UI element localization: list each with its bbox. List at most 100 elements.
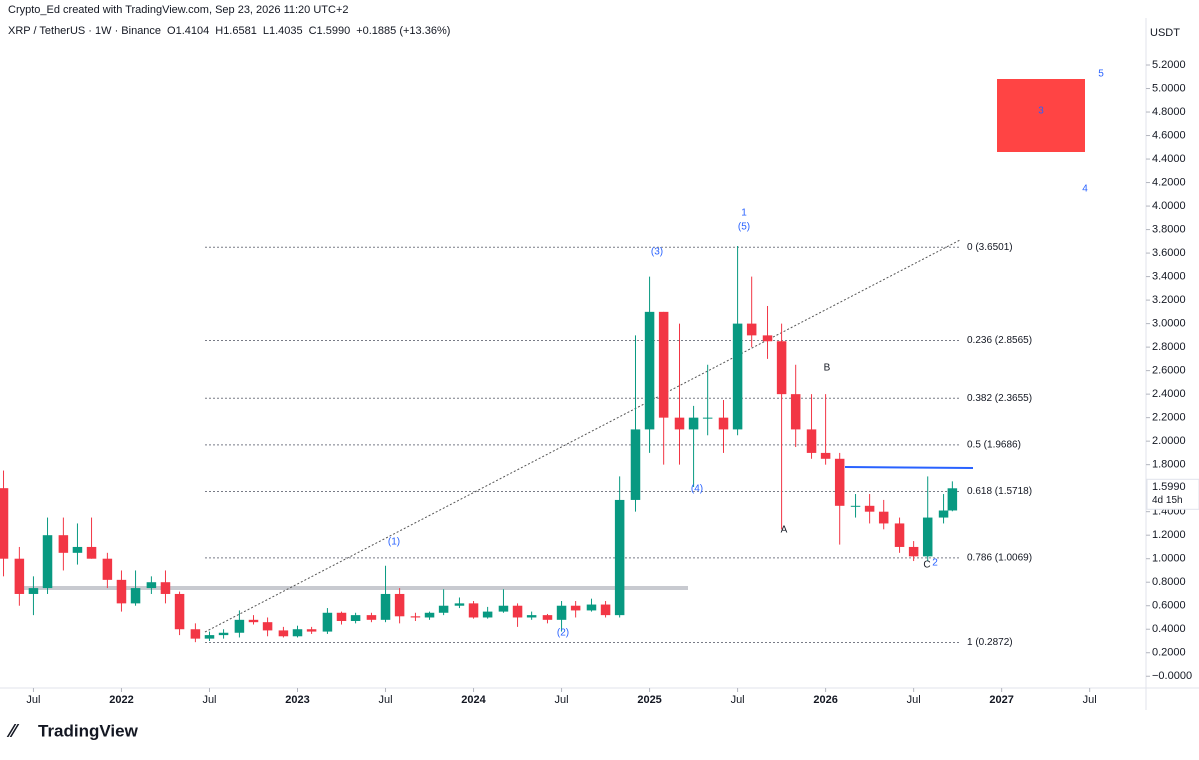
wave-label: (1) bbox=[388, 537, 400, 548]
candle-body bbox=[718, 417, 729, 430]
price-tag-label: 1.5990 bbox=[1152, 481, 1186, 493]
legend: XRP / TetherUS · 1W · Binance O1.4104 H1.6… bbox=[8, 25, 450, 37]
y-tick-label: 2.0000 bbox=[1152, 435, 1186, 447]
candle-body bbox=[864, 505, 875, 512]
wave-label: A bbox=[781, 525, 788, 536]
y-tick-label: 0.4000 bbox=[1152, 623, 1186, 635]
candle-body bbox=[306, 629, 317, 632]
candle-body bbox=[630, 429, 641, 500]
y-tick-label: 2.4000 bbox=[1152, 388, 1186, 400]
fib-label: 0.382 (2.3655) bbox=[967, 393, 1032, 404]
candle-body bbox=[116, 579, 127, 604]
candle-body bbox=[746, 323, 757, 336]
plot bbox=[0, 79, 1085, 643]
y-tick-label: 4.2000 bbox=[1152, 176, 1186, 188]
candle-body bbox=[688, 417, 699, 430]
candle-body bbox=[28, 588, 39, 594]
candle-body bbox=[512, 605, 523, 618]
y-tick-label: 3.2000 bbox=[1152, 294, 1186, 306]
y-tick-label: 3.8000 bbox=[1152, 223, 1186, 235]
candle-body bbox=[86, 546, 97, 559]
candle-body bbox=[762, 335, 773, 342]
candle-body bbox=[614, 499, 625, 616]
x-tick-label: Jul bbox=[378, 694, 392, 706]
wave-label: (5) bbox=[738, 222, 750, 233]
candle-body bbox=[498, 605, 509, 612]
credit: Crypto_Ed created with TradingView.com, … bbox=[8, 4, 348, 16]
y-tick-label: 2.2000 bbox=[1152, 412, 1186, 424]
price-tag bbox=[1146, 478, 1199, 510]
fib-label: 0.236 (2.8565) bbox=[967, 335, 1032, 346]
x-tick-label: 2022 bbox=[109, 694, 133, 706]
candle-body bbox=[248, 619, 259, 623]
candle-body bbox=[278, 630, 289, 637]
candle-body bbox=[336, 612, 347, 621]
fib-label: 0.5 (1.9686) bbox=[967, 439, 1021, 450]
wave-label: C bbox=[923, 560, 930, 571]
wave-label: 5 bbox=[1098, 69, 1104, 80]
x-tick-label: 2025 bbox=[637, 694, 661, 706]
wave-label: 2 bbox=[932, 558, 938, 569]
candle-body bbox=[14, 558, 25, 594]
wave-label: (3) bbox=[651, 247, 663, 258]
candle-body bbox=[850, 505, 861, 507]
candle-body bbox=[174, 593, 185, 630]
legend-item: +0.1885 (+13.36%) bbox=[356, 25, 450, 37]
candle-body bbox=[292, 629, 303, 637]
resistance-line bbox=[844, 466, 974, 469]
candle-body bbox=[938, 510, 949, 518]
legend-item: XRP / TetherUS · 1W · Binance bbox=[8, 25, 161, 37]
y-tick-label: 4.0000 bbox=[1152, 200, 1186, 212]
candle-body bbox=[482, 611, 493, 618]
legend-item: L1.4035 bbox=[263, 25, 303, 37]
candle-body bbox=[160, 582, 171, 594]
legend-item: C1.5990 bbox=[309, 25, 351, 37]
candle-body bbox=[658, 311, 669, 418]
x-tick-label: Jul bbox=[1083, 694, 1097, 706]
candle-body bbox=[674, 417, 685, 430]
y-tick-label: 5.0000 bbox=[1152, 82, 1186, 94]
wave-label: 3 bbox=[1038, 106, 1044, 117]
candle-body bbox=[130, 588, 141, 604]
x-tick-label: 2027 bbox=[989, 694, 1013, 706]
y-tick-label: 0.2000 bbox=[1152, 647, 1186, 659]
logo: TradingView bbox=[38, 721, 139, 740]
candle-body bbox=[454, 603, 465, 606]
y-tick-label: 0.8000 bbox=[1152, 576, 1186, 588]
candle-body bbox=[922, 517, 933, 557]
candle-body bbox=[586, 604, 597, 611]
y-tick-label: 4.4000 bbox=[1152, 153, 1186, 165]
price-tag-countdown: 4d 15h bbox=[1152, 495, 1183, 506]
candle-body bbox=[72, 546, 83, 553]
x-tick-label: 2024 bbox=[461, 694, 486, 706]
y-tick-label: 5.2000 bbox=[1152, 59, 1186, 71]
y-tick-label: 4.8000 bbox=[1152, 106, 1186, 118]
candle-body bbox=[468, 603, 479, 618]
y-tick-label: 4.6000 bbox=[1152, 129, 1186, 141]
candle-body bbox=[322, 612, 333, 632]
y-tick-label: −0.0000 bbox=[1152, 670, 1192, 682]
candle-body bbox=[570, 605, 581, 611]
candle-body bbox=[878, 511, 889, 524]
candle-body bbox=[908, 546, 919, 557]
candle-body bbox=[776, 341, 787, 395]
legend-item: H1.6581 bbox=[215, 25, 257, 37]
axis-unit: USDT bbox=[1150, 27, 1180, 39]
fib-label: 0.786 (1.0069) bbox=[967, 553, 1032, 564]
candle-body bbox=[806, 429, 817, 453]
candle-body bbox=[424, 612, 435, 618]
candle-body bbox=[42, 535, 53, 589]
y-tick-label: 3.4000 bbox=[1152, 271, 1186, 283]
y-tick-label: 1.0000 bbox=[1152, 553, 1186, 565]
y-tick-label: 3.0000 bbox=[1152, 318, 1186, 330]
wave-label: (4) bbox=[691, 484, 703, 495]
candle-body bbox=[526, 615, 537, 618]
fib-label: 0 (3.6501) bbox=[967, 242, 1013, 253]
wave-label: 4 bbox=[1082, 184, 1088, 195]
candle-body bbox=[702, 417, 713, 419]
wave-label: 1 bbox=[741, 208, 747, 219]
x-tick-label: 2026 bbox=[813, 694, 837, 706]
y-tick-label: 2.8000 bbox=[1152, 341, 1186, 353]
candle-body bbox=[542, 615, 553, 620]
